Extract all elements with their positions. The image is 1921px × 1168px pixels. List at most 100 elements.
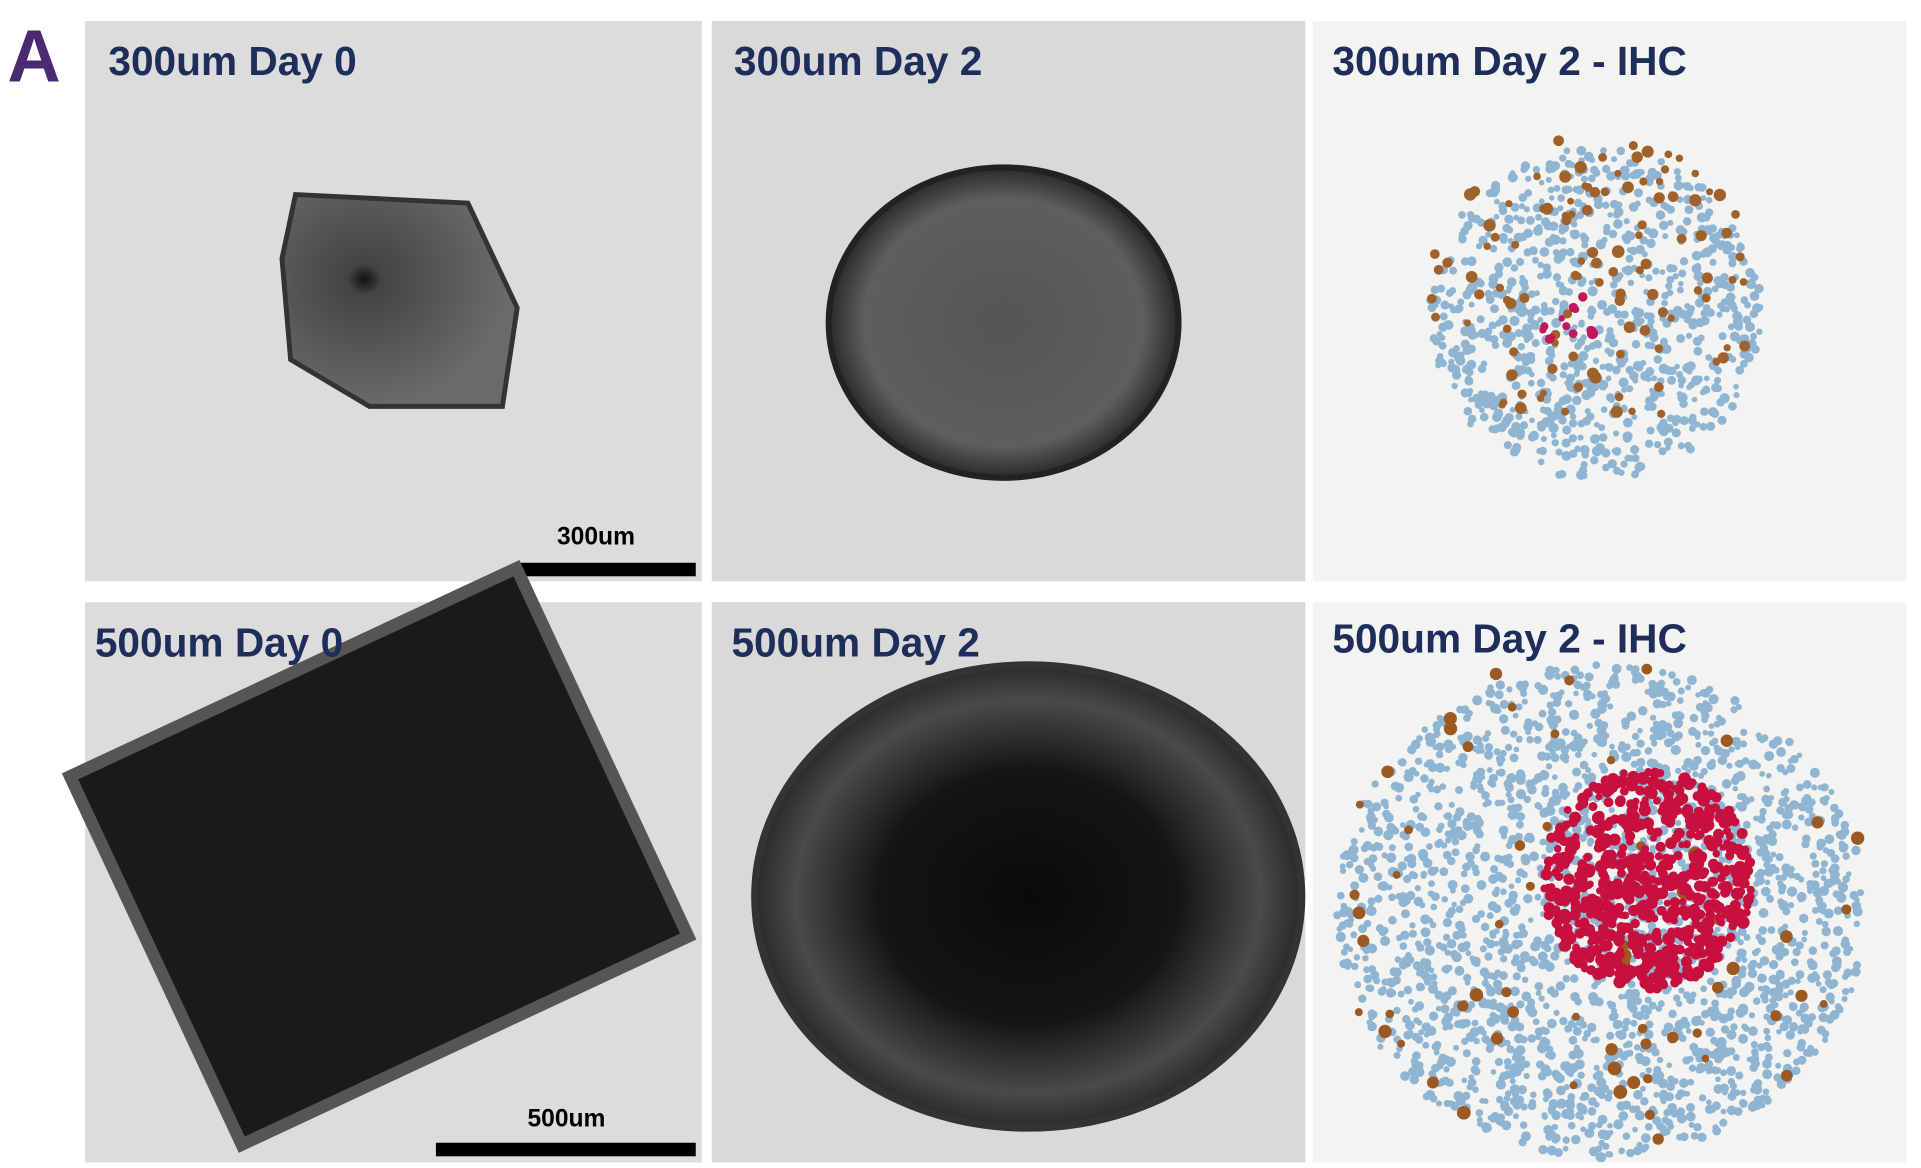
cell bbox=[1538, 961, 1547, 970]
cell bbox=[1834, 906, 1843, 915]
cell bbox=[1465, 852, 1474, 861]
cell bbox=[1677, 1089, 1685, 1097]
cell bbox=[1776, 747, 1786, 757]
cell bbox=[1481, 923, 1490, 932]
cell bbox=[1551, 753, 1560, 762]
cell bbox=[1700, 998, 1707, 1005]
cell bbox=[1686, 1112, 1696, 1122]
cell bbox=[1714, 1052, 1724, 1062]
cell bbox=[1388, 916, 1397, 925]
cell bbox=[1398, 897, 1408, 907]
cell bbox=[1467, 421, 1474, 428]
cell bbox=[1752, 1055, 1759, 1062]
cell bbox=[1843, 948, 1851, 956]
cell bbox=[1529, 431, 1539, 441]
cell bbox=[1802, 930, 1808, 936]
spheroid bbox=[829, 167, 1179, 477]
cell bbox=[1648, 228, 1658, 238]
cell bbox=[1500, 955, 1507, 962]
cell bbox=[1706, 789, 1717, 800]
cell bbox=[1612, 245, 1625, 258]
cell bbox=[1494, 409, 1504, 419]
cell bbox=[1654, 192, 1665, 203]
cell bbox=[1523, 894, 1532, 903]
cell bbox=[1518, 923, 1526, 931]
cell bbox=[1505, 744, 1512, 751]
cell bbox=[1551, 1124, 1558, 1131]
cell bbox=[1645, 996, 1652, 1003]
cell bbox=[1717, 416, 1726, 425]
cell bbox=[1733, 392, 1739, 398]
cell bbox=[1665, 810, 1676, 821]
cell bbox=[1569, 329, 1578, 338]
cell bbox=[1477, 1121, 1483, 1127]
cell bbox=[1404, 772, 1414, 782]
cell bbox=[1545, 666, 1554, 675]
cell bbox=[1409, 795, 1418, 804]
cell bbox=[1627, 1003, 1634, 1010]
cell bbox=[1440, 313, 1448, 321]
cell bbox=[1417, 812, 1425, 820]
cell bbox=[1391, 980, 1397, 986]
cell bbox=[1807, 958, 1815, 966]
cell bbox=[1640, 371, 1650, 381]
cell bbox=[1825, 834, 1835, 844]
cell bbox=[1653, 1092, 1659, 1098]
cell bbox=[1538, 458, 1545, 465]
cell bbox=[1812, 871, 1819, 878]
cell bbox=[1734, 322, 1743, 331]
cell bbox=[1490, 187, 1498, 195]
cell bbox=[1426, 843, 1433, 850]
cell bbox=[1537, 317, 1543, 323]
cell bbox=[1591, 983, 1598, 990]
cell bbox=[1749, 1063, 1757, 1071]
cell bbox=[1762, 834, 1772, 844]
cell bbox=[1485, 327, 1493, 335]
cell bbox=[1422, 1042, 1429, 1049]
cell bbox=[1526, 882, 1535, 891]
cell bbox=[1574, 1045, 1580, 1051]
cell bbox=[1601, 188, 1610, 197]
cell bbox=[1562, 322, 1570, 330]
cell bbox=[1608, 396, 1615, 403]
cell bbox=[1824, 909, 1834, 919]
cell bbox=[1735, 1072, 1743, 1080]
cell bbox=[1414, 1062, 1423, 1071]
cell bbox=[1686, 995, 1695, 1004]
cell bbox=[1444, 766, 1450, 772]
cell bbox=[1452, 383, 1458, 389]
cell bbox=[1680, 416, 1689, 425]
cell bbox=[1672, 273, 1678, 279]
cell bbox=[1552, 774, 1558, 780]
cell bbox=[1581, 334, 1587, 340]
cell bbox=[1576, 1020, 1582, 1026]
cell bbox=[1595, 837, 1607, 849]
cell bbox=[1548, 334, 1555, 341]
cell bbox=[1705, 354, 1712, 361]
cell bbox=[1584, 183, 1593, 192]
cell bbox=[1752, 274, 1759, 281]
cell bbox=[1829, 979, 1838, 988]
cell bbox=[1699, 250, 1706, 257]
cell bbox=[1580, 1126, 1586, 1132]
cell bbox=[1621, 717, 1630, 726]
cell bbox=[1494, 199, 1500, 205]
cell bbox=[1555, 822, 1566, 833]
cell bbox=[1644, 312, 1651, 319]
cell bbox=[1693, 272, 1702, 281]
cell bbox=[1374, 872, 1383, 881]
cell bbox=[1613, 219, 1623, 229]
cell bbox=[1433, 731, 1440, 738]
cell bbox=[1631, 883, 1642, 894]
cell bbox=[1574, 782, 1582, 790]
cell bbox=[1734, 1107, 1743, 1116]
cell bbox=[1568, 1122, 1576, 1130]
cell bbox=[1557, 205, 1563, 211]
cell bbox=[1640, 325, 1651, 336]
cell bbox=[1517, 963, 1526, 972]
cell bbox=[1550, 729, 1559, 738]
cell bbox=[1667, 1076, 1675, 1084]
cell bbox=[1639, 177, 1647, 185]
cell bbox=[1569, 909, 1580, 920]
cell bbox=[1368, 965, 1376, 973]
